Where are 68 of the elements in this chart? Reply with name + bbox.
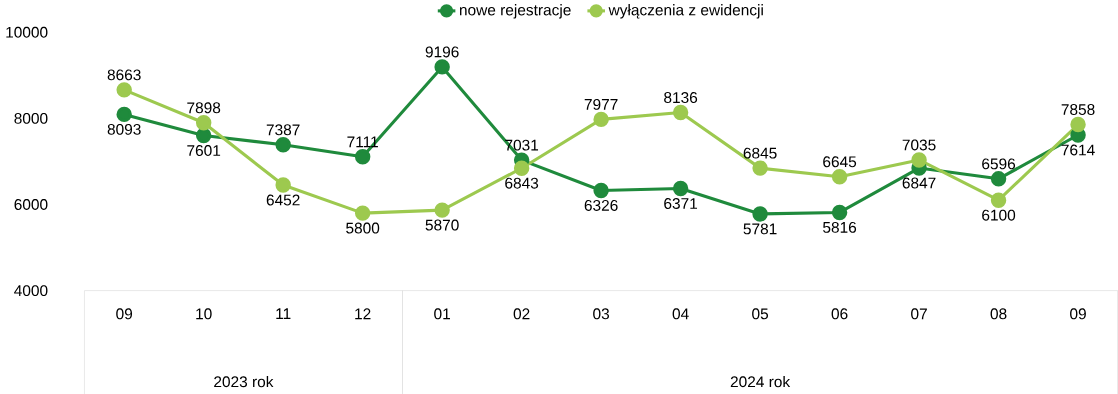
text: 2023 rok xyxy=(214,375,274,388)
point xyxy=(513,160,530,176)
point xyxy=(354,205,371,221)
point xyxy=(990,171,1007,187)
x-tick-label: 01 xyxy=(434,308,450,320)
data-label: 8136 xyxy=(664,92,698,103)
x-tick-label: 04 xyxy=(672,308,689,320)
data-label: 5781 xyxy=(743,223,777,235)
y-tick-label: 10000 xyxy=(6,26,48,38)
x-tick-label: 06 xyxy=(831,308,848,320)
point xyxy=(195,114,212,131)
point xyxy=(911,152,927,168)
data-label: 6326 xyxy=(584,199,618,211)
point xyxy=(831,204,848,221)
x-tick-label: 12 xyxy=(355,308,371,320)
data-label: 7601 xyxy=(187,145,221,156)
x-tick-label: 07 xyxy=(911,308,927,320)
point xyxy=(990,192,1007,208)
text: 2024 rok xyxy=(730,375,791,388)
x-tick-label: 05 xyxy=(752,308,769,320)
x-tick-label: 09 xyxy=(1070,308,1086,320)
data-label: 5800 xyxy=(346,222,380,234)
point xyxy=(434,202,450,218)
x-tick-label: 08 xyxy=(990,308,1007,320)
data-label: 6452 xyxy=(266,194,300,206)
data-label: 7387 xyxy=(266,124,300,136)
point xyxy=(354,148,371,165)
x-tick-label: 09 xyxy=(116,308,133,320)
data-label: 7977 xyxy=(584,98,618,110)
data-label: 8093 xyxy=(107,123,141,135)
data-label: 6845 xyxy=(743,147,777,159)
x-tick-label: 11 xyxy=(276,308,291,319)
y-tick-label: 4000 xyxy=(14,285,48,296)
data-label: 5816 xyxy=(823,221,857,233)
point xyxy=(275,177,291,193)
point xyxy=(434,59,450,75)
point xyxy=(275,136,291,153)
point xyxy=(116,82,132,98)
legend-label: nowe rejestracje xyxy=(459,4,571,19)
data-label: 7898 xyxy=(187,102,221,114)
data-label: 7035 xyxy=(902,139,936,151)
data-label: 6645 xyxy=(823,156,857,168)
data-label: 6100 xyxy=(982,209,1016,221)
data-label: 9196 xyxy=(425,46,459,58)
point xyxy=(593,111,609,128)
point xyxy=(1070,116,1086,133)
data-label: 7858 xyxy=(1061,103,1095,115)
data-label: 6843 xyxy=(505,177,539,189)
point xyxy=(195,127,212,144)
x-tick-label: 02 xyxy=(513,308,530,320)
x-tick-label: 10 xyxy=(196,308,212,320)
point xyxy=(672,180,689,197)
data-label: 6847 xyxy=(902,177,936,189)
data-label: 7614 xyxy=(1061,144,1095,156)
data-label: 5870 xyxy=(425,219,459,231)
data-label: 6371 xyxy=(664,197,698,209)
point xyxy=(116,106,132,123)
point xyxy=(593,182,609,199)
point xyxy=(672,104,689,121)
legend-label: wyłączenia z ewidencji xyxy=(608,4,763,19)
x-tick-label: 03 xyxy=(593,308,610,320)
data-label: 8663 xyxy=(107,69,141,81)
y-tick-label: 6000 xyxy=(14,198,48,210)
point xyxy=(752,160,768,176)
point xyxy=(752,206,768,222)
point xyxy=(831,168,848,185)
data-label: 6596 xyxy=(982,158,1016,170)
y-tick-label: 8000 xyxy=(14,112,48,124)
